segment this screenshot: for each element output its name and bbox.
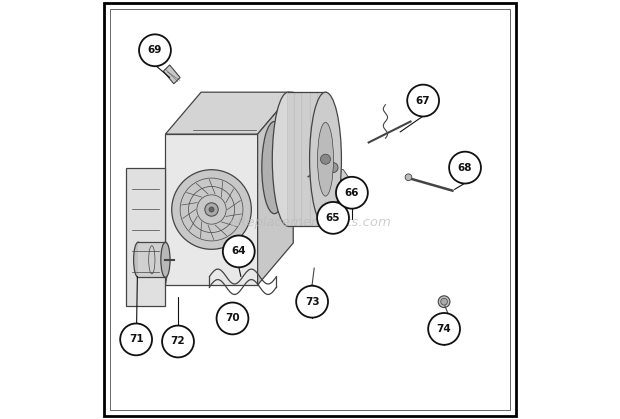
Polygon shape xyxy=(166,92,293,134)
Ellipse shape xyxy=(317,122,334,196)
Circle shape xyxy=(308,285,316,293)
Circle shape xyxy=(172,170,251,249)
Polygon shape xyxy=(330,141,340,168)
Circle shape xyxy=(317,202,349,234)
Ellipse shape xyxy=(161,242,170,277)
Circle shape xyxy=(328,163,338,173)
Circle shape xyxy=(449,152,481,184)
Ellipse shape xyxy=(133,242,143,277)
Circle shape xyxy=(209,207,214,212)
Circle shape xyxy=(407,85,439,116)
Text: 70: 70 xyxy=(225,313,240,323)
Text: 72: 72 xyxy=(170,336,185,347)
Polygon shape xyxy=(333,168,354,185)
Circle shape xyxy=(162,326,194,357)
Text: 71: 71 xyxy=(129,334,143,344)
Polygon shape xyxy=(308,166,333,177)
Text: eReplacementParts.com: eReplacementParts.com xyxy=(229,215,391,229)
FancyBboxPatch shape xyxy=(104,3,516,416)
Text: 66: 66 xyxy=(345,188,359,198)
Polygon shape xyxy=(288,92,326,226)
Text: 69: 69 xyxy=(148,45,162,55)
Text: 74: 74 xyxy=(436,324,451,334)
Ellipse shape xyxy=(272,92,304,226)
Circle shape xyxy=(336,177,368,209)
Text: 65: 65 xyxy=(326,213,340,223)
Polygon shape xyxy=(166,134,258,285)
Text: 67: 67 xyxy=(416,96,430,106)
Circle shape xyxy=(216,303,249,334)
Polygon shape xyxy=(258,92,293,285)
Circle shape xyxy=(428,313,460,345)
Text: 68: 68 xyxy=(458,163,472,173)
Circle shape xyxy=(139,34,171,66)
Text: 73: 73 xyxy=(305,297,319,307)
Polygon shape xyxy=(126,168,166,306)
Circle shape xyxy=(296,286,328,318)
Circle shape xyxy=(120,323,152,355)
Ellipse shape xyxy=(441,298,448,305)
Ellipse shape xyxy=(262,122,287,214)
Polygon shape xyxy=(138,242,166,277)
Circle shape xyxy=(321,154,330,164)
Ellipse shape xyxy=(438,296,450,308)
Ellipse shape xyxy=(309,92,342,226)
Circle shape xyxy=(405,174,412,181)
Circle shape xyxy=(205,203,218,216)
Polygon shape xyxy=(163,65,180,84)
Circle shape xyxy=(347,177,357,188)
Text: 64: 64 xyxy=(231,246,246,256)
Circle shape xyxy=(223,235,255,267)
